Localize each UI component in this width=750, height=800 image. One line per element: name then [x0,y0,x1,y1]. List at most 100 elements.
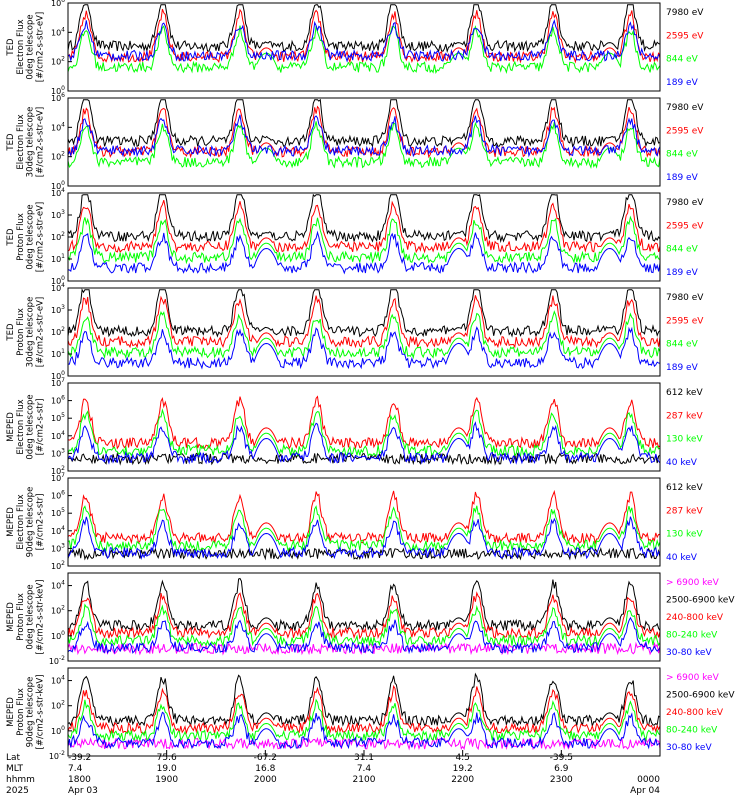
y-tick-label: 107 [51,472,65,483]
x-row-label: Lat [6,753,21,763]
series-line-4 [67,114,661,158]
y-tick-label: 103 [51,209,65,220]
series-line-2 [67,489,661,545]
x-tick-label: 7.4 [68,764,83,774]
panel-stack: 106 104 102 100 TEDElectron Flux0deg telesco… [6,0,735,761]
y-tick-label: 10-2 [49,655,65,666]
y-tick-label: 104 [51,675,65,686]
x-tick-label: -67.2 [254,753,277,763]
x-tick-label: 2300 [550,775,573,785]
legend-entry-4: 189 eV [666,78,699,88]
series-line-2 [67,105,661,159]
panel-6: 107 106 105 104 103 102 MEPEDElectron Flux90de… [6,472,703,571]
panel-4: 104 103 102 101 100 TEDProton Flux30deg teles… [6,282,704,381]
y-axis-label: MEPEDElectron Flux90deg telescope[#/cm2-… [6,487,45,558]
panel-1: 106 104 102 100 TEDElectron Flux0deg telesco… [6,0,704,96]
series-line-1 [67,451,661,466]
y-axis-label: TEDElectron Flux30deg telescope[#/cm2-s-… [6,107,45,178]
y-tick-label: 102 [51,560,65,571]
plot-frame [67,2,661,92]
legend-entry-2: 287 keV [666,506,703,516]
y-tick-label: 106 [51,92,65,103]
x-tick-label: 75.6 [157,753,177,763]
series-line-1 [67,736,661,751]
y-tick-label: 101 [51,348,65,359]
series-line-3 [67,591,661,640]
legend-entry-3: 240-800 keV [666,708,724,718]
x-row-label: hhmm [6,775,35,785]
y-axis-label: TEDElectron Flux0deg telescope[#/cm2-s-s… [6,12,45,82]
series-line-2 [67,577,661,633]
y-tick-label: 106 [51,395,65,406]
legend-entry-4: 40 keV [666,458,698,468]
legend-entry-2: 2595 eV [666,221,704,231]
y-tick-label: 105 [51,507,65,518]
legend-entry-2: 2595 eV [666,126,704,136]
x-tick-label: -39.2 [68,753,91,763]
y-tick-label: 100 [51,630,65,641]
series-line-1 [67,98,661,148]
series-line-3 [67,121,661,169]
x-row-label: MLT [6,764,24,774]
plot-frame [67,572,661,662]
y-axis-label: MEPEDProton Flux0deg telescope[#/cm2-s-s… [6,580,45,655]
x-tick-label: 1800 [68,775,91,785]
legend-entry-1: 7980 eV [666,103,704,113]
y-tick-label: 100 [51,370,65,381]
y-tick-label: 105 [51,412,65,423]
x-tick-label: 2100 [353,775,376,785]
y-tick-label: 104 [51,26,65,37]
series-line-3 [67,408,661,458]
legend-entry-2: 2595 eV [666,316,704,326]
y-tick-label: 102 [51,326,65,337]
legend-entry-4: 80-240 keV [666,631,718,641]
legend-entry-1: 612 keV [666,388,703,398]
x-tick-label: Apr 03 [68,786,98,796]
series-line-3 [67,684,661,735]
legend-entry-3: 844 eV [666,340,699,350]
series-line-4 [67,603,661,648]
legend-entry-1: 7980 eV [666,198,704,208]
legend-entry-4: 189 eV [666,268,699,278]
plot-frame [67,477,661,567]
legend-entry-3: 240-800 keV [666,613,724,623]
y-tick-label: 100 [51,85,65,96]
series-line-2 [67,199,661,254]
x-tick-label: 19.2 [453,764,473,774]
y-tick-label: 104 [51,525,65,536]
legend-entry-1: > 6900 keV [666,578,720,588]
x-tick-label: Apr 04 [630,786,660,796]
series-line-2 [67,295,661,349]
series-line-4 [67,326,661,370]
x-tick-label: 0000 [637,775,660,785]
y-tick-label: 104 [51,187,65,198]
plot-frame [67,382,661,472]
y-tick-label: 104 [51,121,65,132]
x-tick-label: 16.8 [255,764,275,774]
panel-5: 107 106 105 104 103 102 MEPEDElectron Flux0deg… [6,377,703,476]
legend-entry-4: 189 eV [666,363,699,373]
series-line-5 [67,616,661,655]
y-tick-label: 107 [51,377,65,388]
y-axis-label: TEDProton Flux0deg telescope[#/cm2-s-str… [6,202,45,272]
legend-entry-2: 2500-6900 keV [666,691,735,701]
legend-entry-2: 287 keV [666,411,703,421]
legend-entry-1: > 6900 keV [666,673,720,683]
series-line-5 [67,711,661,750]
x-tick-label: 2000 [254,775,277,785]
series-line-4 [67,230,661,275]
y-tick-label: 102 [51,605,65,616]
y-axis-label: TEDProton Flux30deg telescope[#/cm2-s-st… [6,297,45,368]
legend-entry-2: 2500-6900 keV [666,596,735,606]
y-tick-label: 10-2 [49,750,65,761]
legend-entry-1: 7980 eV [666,293,704,303]
legend-entry-4: 80-240 keV [666,726,718,736]
y-tick-label: 104 [51,580,65,591]
x-row-label: 2025 [6,786,29,796]
legend-entry-3: 130 keV [666,435,703,445]
y-axis-label: MEPEDElectron Flux0deg telescope[#/cm2-s… [6,394,45,459]
series-line-4 [67,421,661,465]
y-tick-label: 102 [51,151,65,162]
y-tick-label: 104 [51,430,65,441]
